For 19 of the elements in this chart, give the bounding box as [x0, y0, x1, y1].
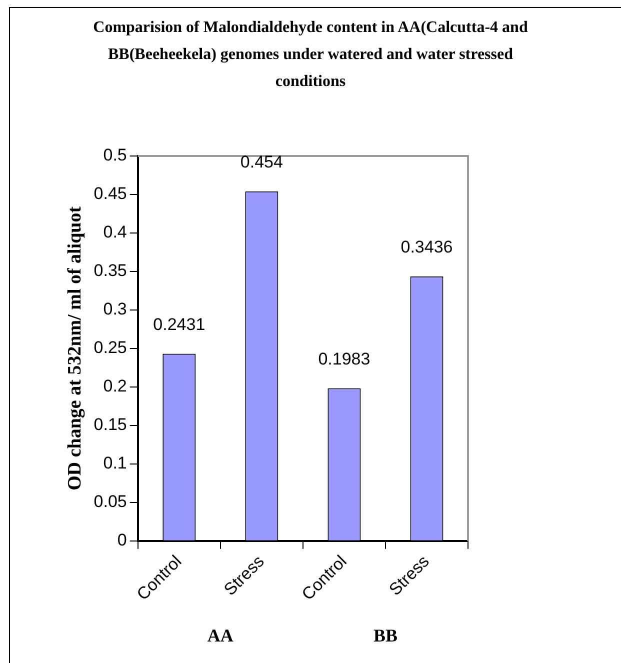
y-tick-label: 0.2	[103, 376, 127, 396]
y-tick-label: 0.25	[94, 338, 127, 358]
y-tick-label: 0.35	[94, 261, 127, 280]
y-tick-label: 0.05	[94, 492, 127, 512]
data-label: 0.454	[240, 152, 283, 172]
data-label: 0.3436	[400, 238, 453, 257]
data-label: 0.1983	[318, 349, 370, 368]
y-axis-title: OD change at 532nm/ ml of aliquot	[64, 206, 86, 490]
text: AA	[207, 626, 234, 646]
y-tick-label: 0	[117, 530, 127, 550]
y-tick-label: 0.1	[103, 454, 127, 473]
data-label: 0.2431	[153, 314, 206, 334]
y-tick-label: 0.4	[103, 222, 127, 242]
y-tick-label: 0.3	[103, 300, 127, 319]
chart-title: Comparision of Malondialdehyde content in AA(Calcutta-4 and BB(Beeheekela) genomes under watered and water stressed conditions	[92, 18, 529, 92]
y-tick-label: 0.15	[94, 415, 127, 434]
text: BB	[373, 626, 398, 646]
y-tick-label: 0.45	[94, 184, 127, 204]
y-tick-label: 0.5	[103, 146, 127, 165]
